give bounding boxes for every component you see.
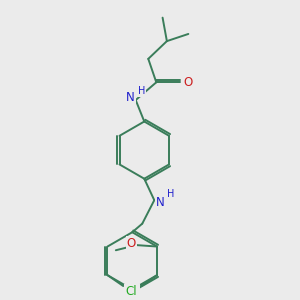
Text: Cl: Cl: [125, 285, 137, 298]
Text: O: O: [183, 76, 192, 89]
Text: N: N: [126, 91, 135, 104]
Text: H: H: [138, 86, 146, 96]
Text: N: N: [156, 196, 165, 209]
Text: O: O: [127, 237, 136, 250]
Text: Cl: Cl: [128, 285, 139, 298]
Text: H: H: [167, 189, 175, 199]
